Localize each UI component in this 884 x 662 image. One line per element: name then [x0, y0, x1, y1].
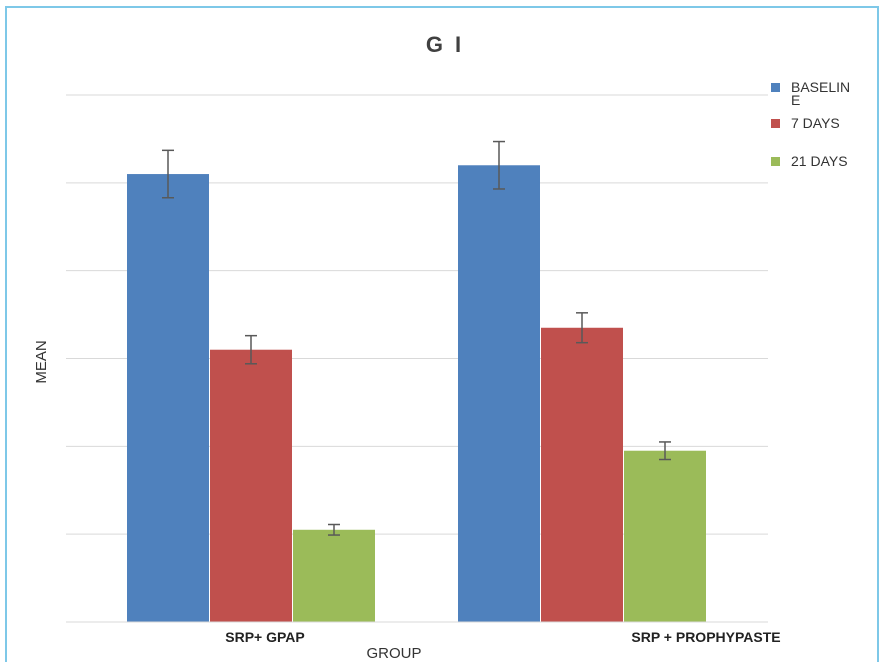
legend-swatch	[771, 119, 780, 128]
chart-title: G I	[426, 32, 464, 57]
bar	[293, 529, 375, 622]
legend-swatch	[771, 157, 780, 166]
category-labels: SRP+ GPAP SRP + PROPHYPASTE	[225, 629, 780, 645]
legend-swatch	[771, 83, 780, 92]
bar	[458, 165, 540, 622]
bar	[624, 450, 706, 622]
bar	[127, 174, 209, 623]
error-bars	[162, 140, 671, 536]
legend-label: 7 DAYS	[791, 115, 840, 131]
bar	[210, 349, 292, 622]
x-axis-title: GROUP	[366, 645, 421, 662]
legend-label: 21 DAYS	[791, 153, 848, 169]
bars	[127, 165, 706, 623]
category-label: SRP + PROPHYPASTE	[631, 629, 780, 645]
legend-label: BASELIN	[791, 79, 850, 95]
bar	[541, 327, 623, 622]
category-label: SRP+ GPAP	[225, 629, 305, 645]
y-axis-title: MEAN	[33, 340, 50, 383]
legend-label: E	[791, 92, 800, 108]
